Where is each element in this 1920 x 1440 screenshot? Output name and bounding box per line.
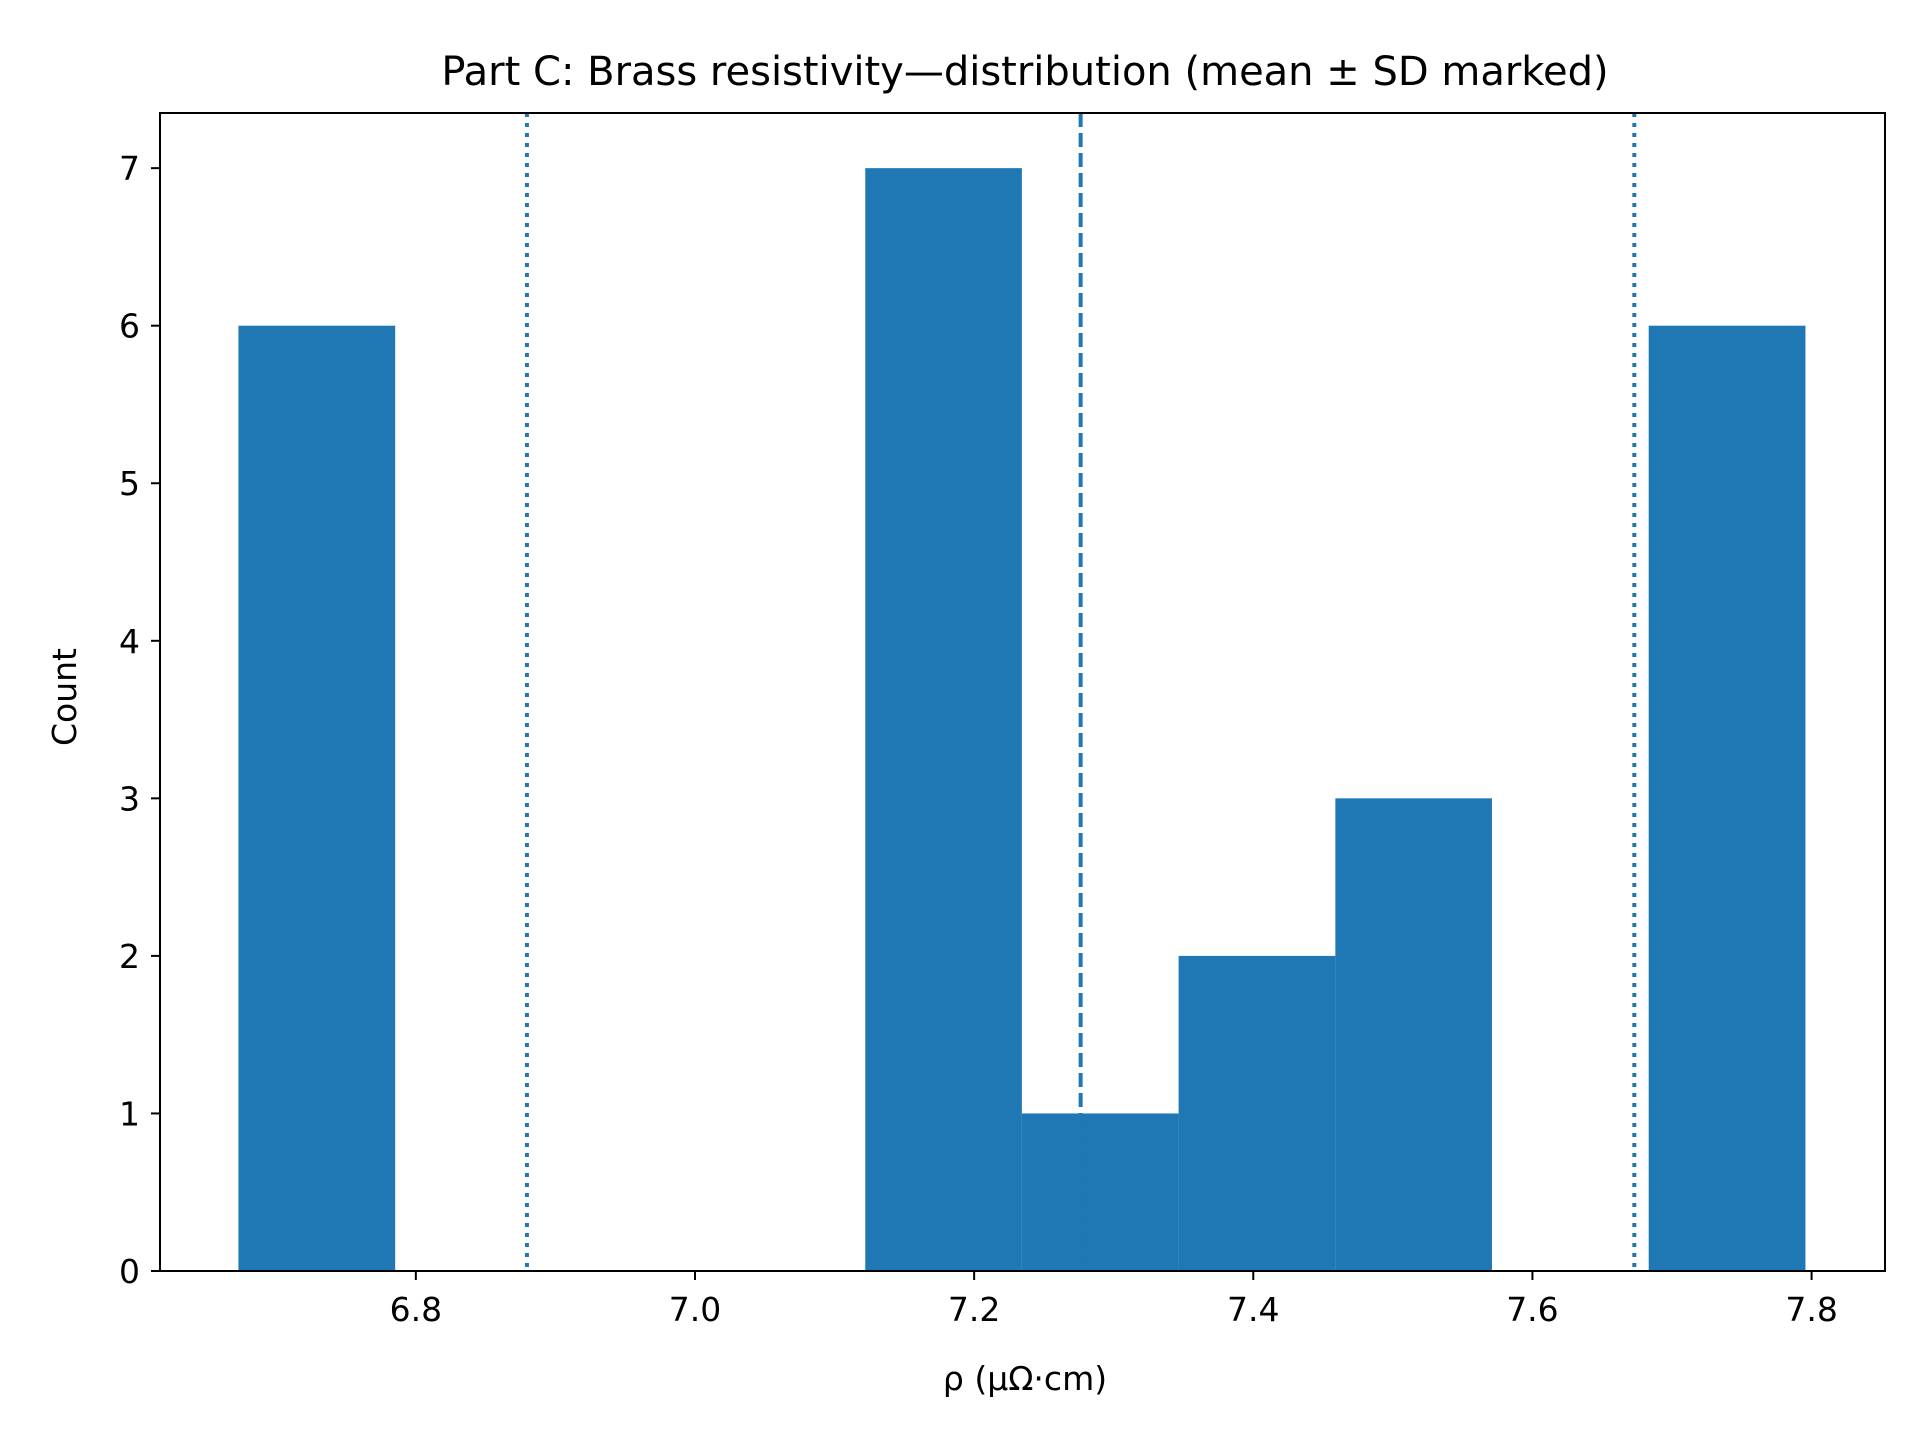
x-axis-ticks: 6.8 7.0 7.2 7.4 7.6 7.8 <box>390 1271 1838 1329</box>
histogram-bar-9 <box>1648 325 1806 1272</box>
x-tick-label-3: 7.4 <box>1227 1290 1279 1329</box>
histogram-bar-5 <box>1021 1113 1179 1271</box>
x-tick-label-4: 7.6 <box>1506 1290 1558 1329</box>
y-axis-label: Count <box>45 648 84 746</box>
bars-group <box>238 168 1806 1272</box>
x-tick-label-1: 7.0 <box>669 1290 721 1329</box>
y-tick-label-6: 6 <box>119 307 140 346</box>
histogram-bar-6 <box>1178 955 1336 1271</box>
x-tick-label-2: 7.2 <box>948 1290 1000 1329</box>
plot-area-frame <box>159 112 1886 1272</box>
y-tick-label-2: 2 <box>119 937 140 976</box>
histogram-bar-7 <box>1335 798 1492 1271</box>
y-tick-label-3: 3 <box>119 779 140 818</box>
chart-title: Part C: Brass resistivity—distribution (… <box>441 49 1608 95</box>
y-tick-label-5: 5 <box>119 464 140 503</box>
y-axis-ticks: 0 1 2 3 4 5 6 7 <box>119 149 160 1291</box>
histogram-bar-0 <box>238 325 396 1272</box>
x-tick-label-5: 7.8 <box>1785 1290 1837 1329</box>
reference-lines-group <box>524 113 1637 1271</box>
y-tick-label-4: 4 <box>119 622 140 661</box>
histogram-bar-4 <box>865 168 1022 1272</box>
x-axis-label: ρ (μΩ·cm) <box>943 1359 1107 1398</box>
y-tick-label-7: 7 <box>119 149 140 188</box>
x-tick-label-0: 6.8 <box>390 1290 442 1329</box>
y-tick-label-0: 0 <box>119 1252 140 1291</box>
y-tick-label-1: 1 <box>119 1094 140 1133</box>
